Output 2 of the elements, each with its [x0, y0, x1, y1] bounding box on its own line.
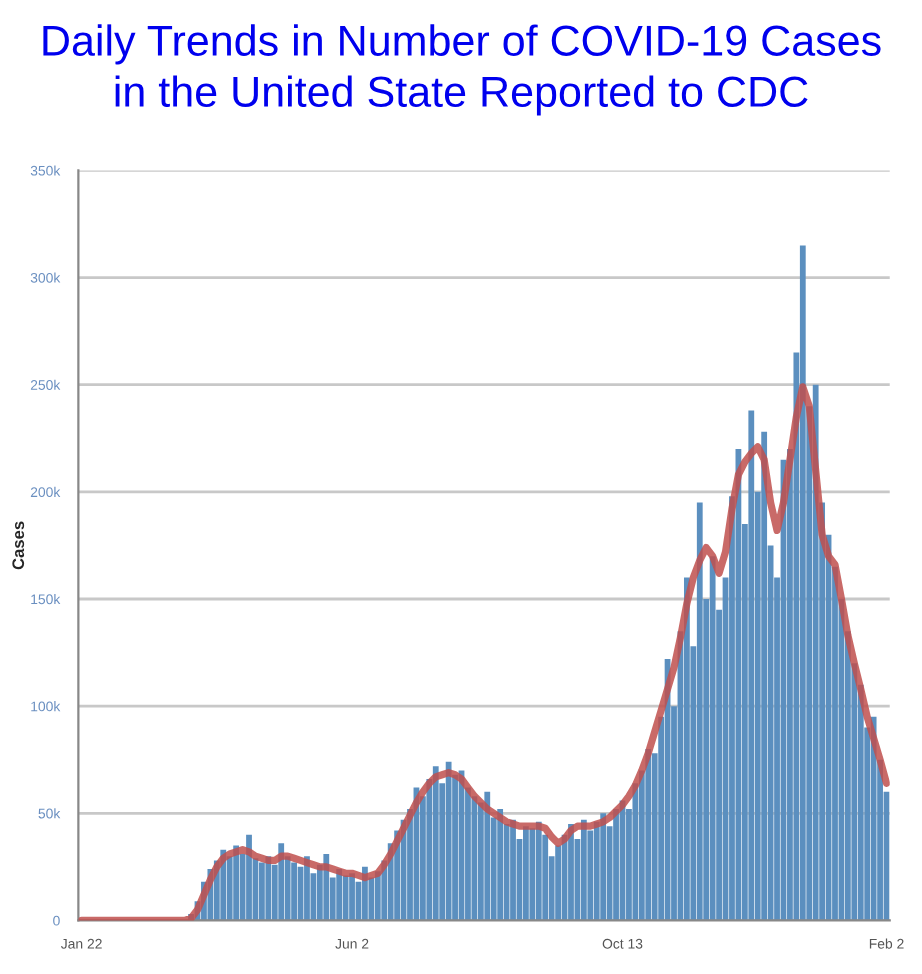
chart-title: Daily Trends in Number of COVID-19 Cases in the United State Reported to CDC	[43, 24, 881, 116]
y-axis-title: Cases	[12, 521, 25, 570]
